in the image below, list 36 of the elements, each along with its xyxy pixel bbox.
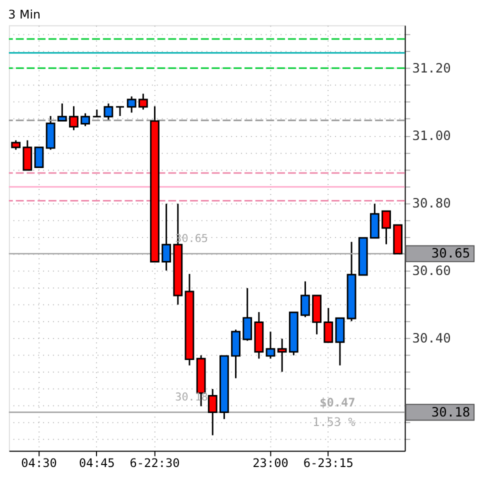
x-tick-label: 6-23:15 xyxy=(303,456,354,470)
y-tick-label: 30.80 xyxy=(412,196,451,212)
candlestick xyxy=(208,388,218,436)
candlestick xyxy=(92,108,102,118)
candlestick xyxy=(104,102,114,121)
chart-title: 3 Min xyxy=(8,7,41,22)
y-tick-label: 30.40 xyxy=(412,332,451,347)
annotation: $0.47 xyxy=(320,395,356,410)
x-tick-label: 23:00 xyxy=(252,456,288,470)
candlestick xyxy=(242,287,252,342)
candlestick xyxy=(80,112,90,127)
y-tick-label: 31.00 xyxy=(412,129,451,144)
annotation: 1.53 % xyxy=(312,415,356,430)
candlestick xyxy=(22,140,32,171)
ref-line-label: 30.65 xyxy=(431,246,470,262)
candlestick xyxy=(162,202,172,272)
candlestick xyxy=(69,105,78,131)
candlestick xyxy=(57,102,67,122)
candlestick xyxy=(277,338,287,373)
candlestick xyxy=(266,330,276,360)
y-tick-label: 31.20 xyxy=(412,62,451,77)
candlestick xyxy=(138,92,148,110)
candlestick xyxy=(300,280,310,318)
candlestick xyxy=(115,106,125,117)
y-tick-label: 30.60 xyxy=(412,264,451,280)
x-tick-label: 6-22:30 xyxy=(130,456,180,470)
candlestick xyxy=(324,307,334,343)
candlestick xyxy=(34,146,44,168)
x-tick-label: 04:45 xyxy=(79,456,115,470)
candlestick xyxy=(382,210,391,245)
candlestick xyxy=(370,202,380,239)
candlestick xyxy=(11,140,21,150)
candlestick xyxy=(126,96,136,114)
candlestick xyxy=(335,317,345,366)
ref-line-label: 30.18 xyxy=(431,405,470,420)
x-tick-label: 04:30 xyxy=(21,456,57,470)
